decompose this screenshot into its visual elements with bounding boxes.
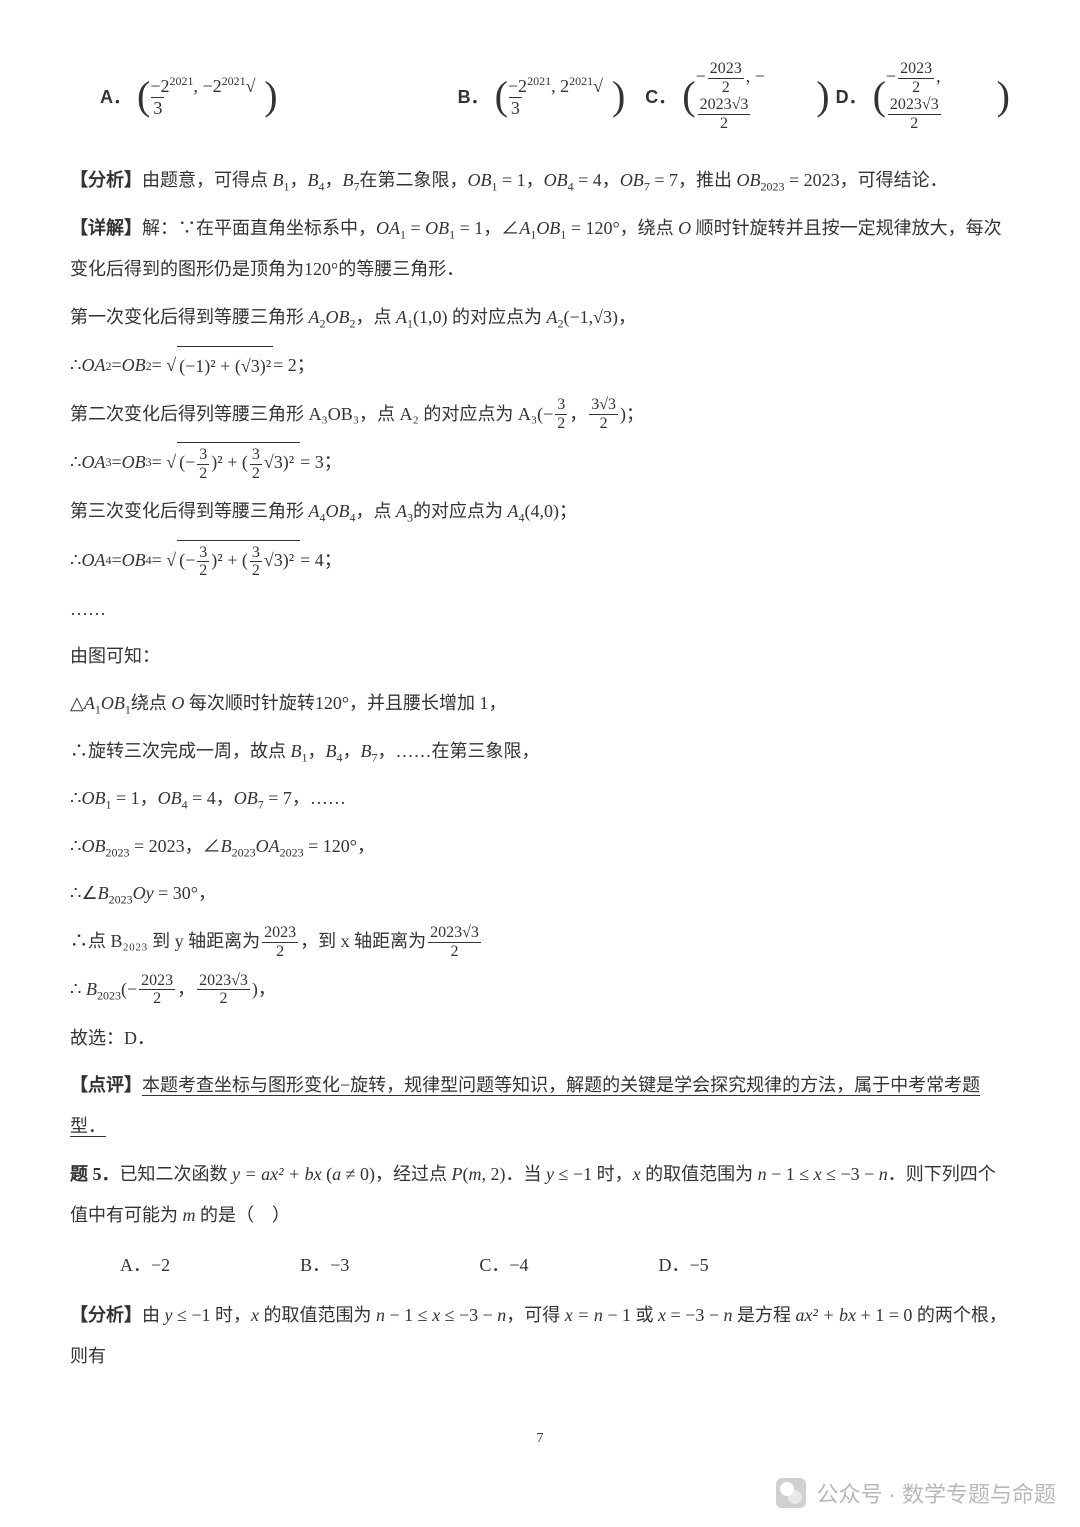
options-row-top: A． ( −22021, −22021√3 ) B． ( −22021, 220… xyxy=(70,60,1010,132)
analysis-text: 由题意，可得点 B1，B4，B7在第二象限，OB1 = 1，OB4 = 4，OB… xyxy=(142,170,948,190)
detail-text: 解：∵在平面直角坐标系中，OA1 = OB1 = 1，∠A1OB1 = 120°… xyxy=(70,218,1002,279)
q5-analysis-label: 【分析】 xyxy=(70,1305,142,1325)
step2-b: ； xyxy=(626,395,644,435)
q5-option-c: C．−4 xyxy=(479,1251,528,1277)
rotate5: ∴∠B2023Oy = 30°， xyxy=(70,873,1010,914)
option-d: D． ( −20232, 2023√32 ) xyxy=(836,60,1010,132)
result-b: ， xyxy=(177,970,195,1010)
q5-analysis-para: 【分析】由 y ≤ −1 时，x 的取值范围为 n − 1 ≤ x ≤ −3 −… xyxy=(70,1295,1010,1378)
watermark: 公众号 · 数学专题与命题 xyxy=(776,1477,1056,1509)
option-d-label: D． xyxy=(836,83,867,109)
dist-b: ，到 x 轴距离为 xyxy=(300,922,426,962)
result-line: ∴ B2023(− 20232 ， 2023√32 )， xyxy=(70,970,1010,1010)
q5-option-b: B．−3 xyxy=(300,1251,349,1277)
rotate2: ∴旋转三次完成一周，故点 B1，B4，B7，……在第三象限， xyxy=(70,731,1010,772)
comment-label: 【点评】 xyxy=(70,1075,142,1095)
option-c-content: −20232, −2023√32 xyxy=(696,60,817,132)
q5-label: 题 5． xyxy=(70,1164,120,1184)
watermark-text: 公众号 · 数学专题与命题 xyxy=(816,1477,1056,1509)
result-a: ∴ B2023(− xyxy=(70,970,137,1010)
option-a: A． ( −22021, −22021√3 ) xyxy=(100,74,278,119)
eq1: ∴ OA2 = OB2 = √(−1)² + (√3)² = 2； xyxy=(70,346,1010,387)
q5-analysis-text: 由 y ≤ −1 时，x 的取值范围为 n − 1 ≤ x ≤ −3 − n，可… xyxy=(70,1305,1007,1366)
detail-para: 【详解】解：∵在平面直角坐标系中，OA1 = OB1 = 1，∠A1OB1 = … xyxy=(70,208,1010,291)
option-a-label: A． xyxy=(100,83,131,109)
q5-para: 题 5．已知二次函数 y = ax² + bx (a ≠ 0)，经过点 P(m,… xyxy=(70,1154,1010,1237)
eq2: ∴ OA3 = OB3 = √(−32)² + (32√3)² = 3； xyxy=(70,442,1010,483)
page-number: 7 xyxy=(537,1431,544,1447)
dist-a: ∴点 B₂₀₂₃ 到 y 轴距离为 xyxy=(70,922,260,962)
option-b-content: −22021, 22021√3 xyxy=(508,74,612,119)
q5-text: 已知二次函数 y = ax² + bx (a ≠ 0)，经过点 P(m, 2)．… xyxy=(70,1164,996,1225)
dist-line: ∴点 B₂₀₂₃ 到 y 轴距离为 20232 ，到 x 轴距离为 2023√3… xyxy=(70,922,1010,962)
option-c-label: C． xyxy=(645,83,676,109)
q5-option-d: D．−5 xyxy=(659,1251,709,1277)
analysis-label: 【分析】 xyxy=(70,170,142,190)
comment-para: 【点评】本题考查坐标与图形变化−旋转，规律型问题等知识，解题的关键是学会探究规律… xyxy=(70,1065,1010,1148)
option-b: B． ( −22021, 22021√3 ) xyxy=(458,74,626,119)
dots: …… xyxy=(70,589,1010,630)
option-a-content: −22021, −22021√3 xyxy=(150,74,264,119)
eq3: ∴ OA4 = OB4 = √(−32)² + (32√3)² = 4； xyxy=(70,540,1010,581)
option-d-content: −20232, 2023√32 xyxy=(886,60,997,132)
analysis-para: 【分析】由题意，可得点 B1，B4，B7在第二象限，OB1 = 1，OB4 = … xyxy=(70,160,1010,201)
step2: 第二次变化后得列等腰三角形 A₃OB₃，点 A₂ 的对应点为 A₃(− 32， … xyxy=(70,395,1010,435)
from-fig: 由图可知： xyxy=(70,636,1010,677)
q5-options-row: A．−2 B．−3 C．−4 D．−5 xyxy=(70,1251,1010,1277)
comment-text: 本题考查坐标与图形变化−旋转，规律型问题等知识，解题的关键是学会探究规律的方法，… xyxy=(70,1075,980,1136)
q5-option-a: A．−2 xyxy=(120,1251,170,1277)
step1: 第一次变化后得到等腰三角形 A2OB2，点 A1(1,0) 的对应点为 A2(−… xyxy=(70,297,1010,338)
step3: 第三次变化后得到等腰三角形 A4OB4，点 A3的对应点为 A4(4,0)； xyxy=(70,491,1010,532)
option-c: C． ( −20232, −2023√32 ) xyxy=(645,60,829,132)
step2-a: 第二次变化后得列等腰三角形 A₃OB₃，点 A₂ 的对应点为 A₃(− xyxy=(70,395,553,435)
rotate4: ∴OB2023 = 2023，∠B2023OA2023 = 120°， xyxy=(70,826,1010,867)
rotate3: ∴OB1 = 1，OB4 = 4，OB7 = 7，…… xyxy=(70,778,1010,819)
option-b-label: B． xyxy=(458,83,489,109)
wechat-icon xyxy=(776,1478,806,1508)
detail-label: 【详解】 xyxy=(70,218,142,238)
result-c: )， xyxy=(252,970,276,1010)
rotate1: △A1OB1绕点 O 每次顺时针旋转120°，并且腰长增加 1， xyxy=(70,683,1010,724)
choose: 故选：D． xyxy=(70,1018,1010,1059)
